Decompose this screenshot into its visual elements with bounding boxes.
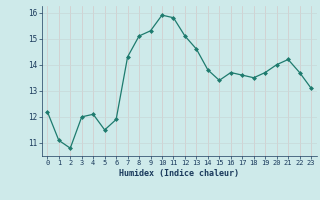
X-axis label: Humidex (Indice chaleur): Humidex (Indice chaleur) bbox=[119, 169, 239, 178]
